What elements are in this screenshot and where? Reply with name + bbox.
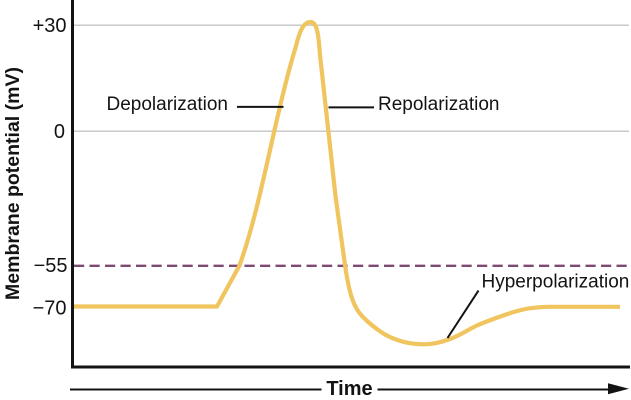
svg-text:Membrane potential (mV): Membrane potential (mV) [2,67,24,300]
svg-text:Time: Time [326,378,372,400]
svg-text:+30: +30 [33,15,67,37]
svg-text:−70: −70 [33,298,67,320]
svg-text:Depolarization: Depolarization [107,94,228,115]
svg-text:−55: −55 [34,255,68,277]
svg-text:0: 0 [54,121,65,143]
svg-text:Repolarization: Repolarization [378,94,499,115]
svg-text:Hyperpolarization: Hyperpolarization [482,272,630,293]
